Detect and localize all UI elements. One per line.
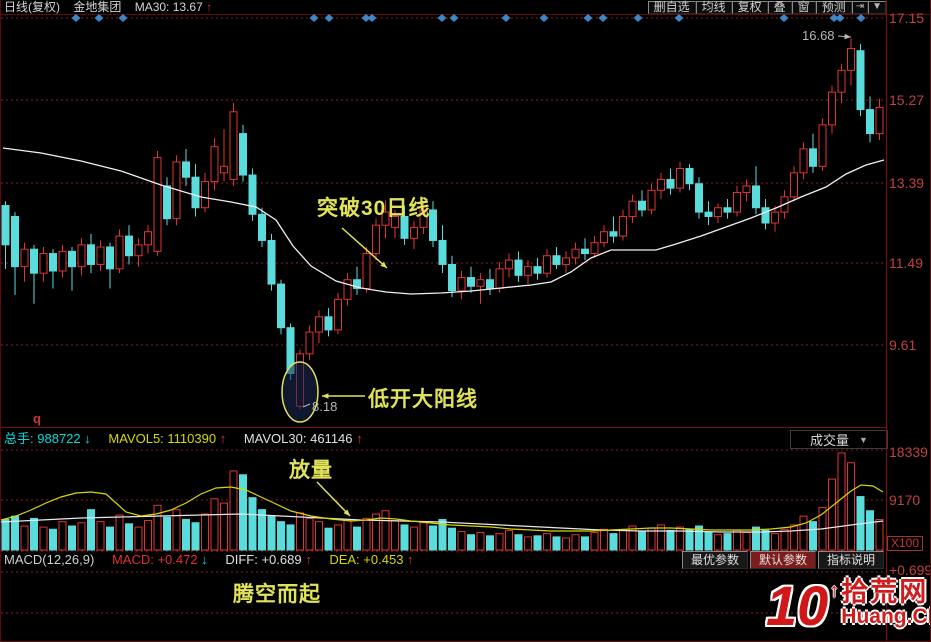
- price-gridlines: [1, 17, 887, 346]
- volume-indicator-selector[interactable]: 成交量 ▼: [790, 430, 888, 449]
- pane-divider: [1, 427, 887, 428]
- volume-annotation-arrow: [316, 481, 351, 517]
- event-diamond-markers: [71, 14, 866, 22]
- ma30-value: 13.67: [172, 0, 203, 14]
- volume-label: 总手:: [4, 431, 34, 446]
- macd-pane[interactable]: [1, 570, 887, 642]
- forecast-button[interactable]: 预测: [815, 0, 852, 14]
- period-label: 日线(复权): [4, 0, 60, 14]
- overlay-button[interactable]: 叠: [767, 0, 792, 14]
- chevron-down-icon[interactable]: ▼: [868, 0, 886, 14]
- macd-label: MACD:: [111, 552, 154, 567]
- down-arrow-icon: ↓: [201, 552, 208, 567]
- top-bar: 日线(复权) 金地集团 MA30: 13.67 ↑ 删自选 均线 复权 叠 窗 …: [1, 0, 930, 15]
- logo-domain: Huang.CN: [841, 605, 930, 628]
- volume-bars: [1, 452, 884, 551]
- adjust-price-button[interactable]: 复权: [731, 0, 768, 14]
- toolbar-buttons: 删自选 均线 复权 叠 窗 预测 ⇥ ▼: [647, 0, 886, 14]
- chevron-down-icon: ▼: [859, 434, 868, 445]
- down-arrow-icon: ↓: [84, 431, 91, 446]
- dea-value: +0.453: [363, 552, 404, 567]
- ma30-line: [2, 147, 885, 295]
- dea-label: DEA:: [329, 552, 360, 567]
- mavol30-value: 461146: [310, 431, 353, 446]
- volume-tick: 18339: [889, 444, 928, 460]
- volume-header: 总手: 988722 ↓ MAVOL5: 1110390 ↑ MAVOL30: …: [1, 429, 890, 449]
- volume-value: 988722: [37, 431, 81, 446]
- volume-pane-label: 成交量: [810, 433, 850, 448]
- window-button[interactable]: 窗: [791, 0, 816, 14]
- volume-tick: 9170: [889, 492, 921, 508]
- volume-pane[interactable]: [1, 449, 887, 552]
- macd-indicator-name: MACD(12,26,9): [4, 552, 95, 567]
- mavol5-label: MAVOL5:: [108, 431, 164, 446]
- price-axis-line: [886, 0, 887, 641]
- mavol5-value: 1110390: [167, 431, 217, 446]
- price-tick: 15.27: [889, 92, 925, 108]
- volume-unit-badge: X100: [887, 536, 924, 551]
- macd-header: MACD(12,26,9) MACD: +0.472 ↓ DIFF: +0.68…: [1, 551, 890, 569]
- logo-chinese-name: 拾荒网: [841, 577, 929, 607]
- low-price-label: 8.18: [312, 399, 338, 414]
- candlestick-series: [1, 38, 884, 410]
- annotation-breakout-30day: 突破30日线: [317, 197, 431, 220]
- up-arrow-icon: ↑: [206, 0, 213, 14]
- mavol5-line: [1, 484, 884, 532]
- annotation-low-open-yang: 低开大阳线: [368, 388, 478, 411]
- price-tick: 17.15: [889, 10, 925, 26]
- logo-number: 10: [766, 574, 829, 637]
- up-arrow-icon: ↑: [356, 431, 363, 446]
- up-arrow-icon: ↑: [407, 552, 414, 567]
- ma30-label: MA30:: [134, 0, 170, 14]
- default-params-button[interactable]: 默认参数: [749, 551, 816, 569]
- high-price-label: 16.68: [802, 28, 835, 43]
- site-logo: 10 ↑ 拾荒网 Huang.CN: [766, 574, 930, 637]
- symbol-name: 金地集团: [73, 0, 122, 14]
- macd-parameter-buttons: 最优参数 默认参数 指标说明: [681, 551, 884, 569]
- price-tick: 13.39: [889, 175, 925, 191]
- corner-marker: q: [33, 411, 41, 426]
- indicator-help-button[interactable]: 指标说明: [817, 551, 884, 569]
- macd-value: +0.472: [157, 552, 198, 567]
- annotation-volume-surge: 放量: [289, 459, 333, 482]
- optimal-params-button[interactable]: 最优参数: [681, 551, 748, 569]
- chart-title: 日线(复权) 金地集团 MA30: 13.67 ↑: [1, 0, 213, 14]
- next-panel-icon[interactable]: ⇥: [851, 0, 869, 14]
- right-axis-column: 17.15 15.27 13.39 11.49 9.61 18339 9170 …: [887, 0, 931, 641]
- up-arrow-icon: ↑: [219, 431, 227, 446]
- logo-up-arrow-icon: ↑: [829, 580, 840, 602]
- macd-tick: +0.699: [889, 562, 931, 578]
- main-annotations: [281, 33, 852, 423]
- delete-watchlist-button[interactable]: 删自选: [647, 0, 696, 14]
- diff-value: +0.689: [261, 552, 302, 567]
- price-tick: 11.49: [889, 255, 923, 271]
- diff-label: DIFF:: [225, 552, 258, 567]
- mavol30-line: [1, 513, 884, 533]
- ma-lines-button[interactable]: 均线: [695, 0, 732, 14]
- price-tick: 9.61: [889, 337, 917, 353]
- main-candlestick-pane[interactable]: [1, 13, 887, 428]
- annotation-macd-soaring: 腾空而起: [233, 583, 321, 606]
- up-arrow-icon: ↑: [305, 552, 312, 567]
- mavol30-label: MAVOL30:: [243, 431, 307, 446]
- macd-gridlines: [1, 571, 887, 614]
